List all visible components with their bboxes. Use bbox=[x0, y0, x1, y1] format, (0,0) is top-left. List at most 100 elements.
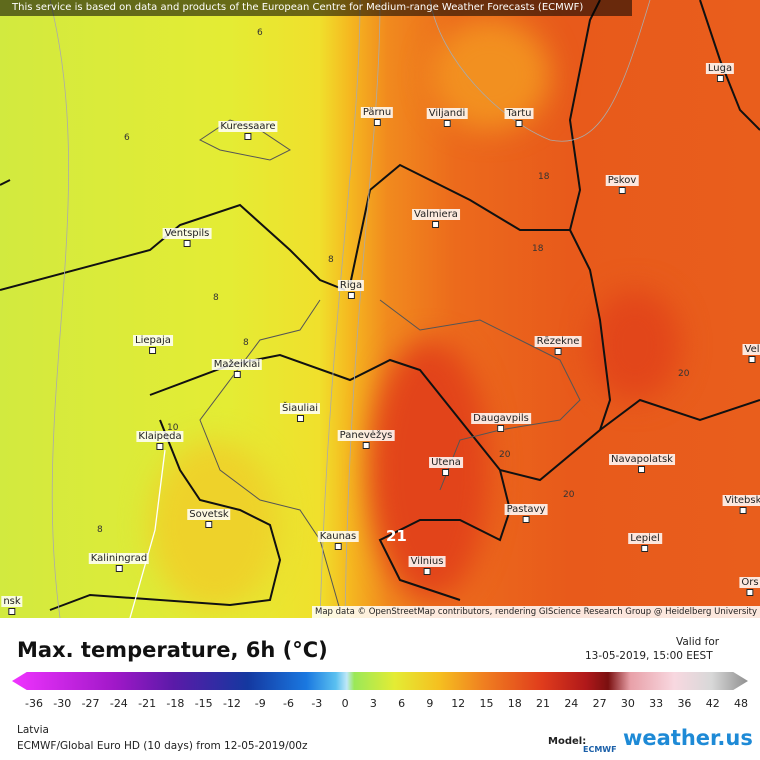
city-marker bbox=[432, 221, 440, 228]
city-marker bbox=[8, 608, 16, 615]
city-marker bbox=[149, 347, 157, 354]
scale-tick: -18 bbox=[166, 697, 185, 710]
city-label: Kaunas bbox=[317, 531, 359, 550]
warm-area bbox=[150, 440, 280, 610]
model-run: ECMWF/Global Euro HD (10 days) from 12-0… bbox=[17, 740, 308, 752]
scale-tick: 27 bbox=[592, 697, 607, 710]
city-marker bbox=[522, 516, 530, 523]
city-name: Kaliningrad bbox=[88, 553, 150, 564]
scale-tick: 18 bbox=[507, 697, 522, 710]
city-marker bbox=[515, 120, 523, 127]
map: Kuressaare Pärnu Viljandi Tartu Luga Pskov Val… bbox=[0, 0, 760, 618]
city-name: Panevėžys bbox=[337, 430, 395, 441]
city-marker bbox=[334, 543, 342, 550]
city-marker bbox=[618, 187, 626, 194]
contour-label: 18 bbox=[538, 172, 550, 182]
city-name: Klaipeda bbox=[136, 431, 184, 442]
scale-tick: -15 bbox=[194, 697, 213, 710]
city-label: Vitebsk bbox=[722, 495, 760, 514]
city-name: Kuressaare bbox=[218, 121, 278, 132]
city-name: Pskov bbox=[605, 175, 639, 186]
contour-label: 20 bbox=[563, 490, 575, 500]
city-marker bbox=[497, 425, 505, 432]
contour-label: 20 bbox=[499, 450, 511, 460]
city-label: Pastavy bbox=[504, 504, 548, 523]
city-label: Šiauliai bbox=[279, 403, 321, 422]
contour-label: 6 bbox=[124, 133, 130, 143]
scale-tick: -24 bbox=[109, 697, 128, 710]
city-marker bbox=[156, 443, 164, 450]
scale-tick: 0 bbox=[341, 697, 349, 710]
title: Max. temperature, 6h (°C) bbox=[17, 638, 328, 662]
city-label: nsk bbox=[1, 596, 23, 615]
city-marker bbox=[748, 356, 756, 363]
banner: This service is based on data and produc… bbox=[0, 0, 632, 16]
scale-tick: -9 bbox=[254, 697, 266, 710]
city-label: Panevėžys bbox=[337, 430, 395, 449]
city-marker bbox=[423, 568, 431, 575]
contour-label: 20 bbox=[678, 369, 690, 379]
city-marker bbox=[115, 565, 123, 572]
color-scale bbox=[12, 672, 748, 690]
city-marker bbox=[716, 75, 724, 82]
city-label: Ventspils bbox=[162, 228, 212, 247]
region: Latvia bbox=[17, 724, 49, 736]
city-label: Rēzekne bbox=[534, 336, 582, 355]
city-label: Pskov bbox=[605, 175, 639, 194]
city-name: Daugavpils bbox=[471, 413, 531, 424]
valid-time: 13-05-2019, 15:00 EEST bbox=[585, 650, 713, 662]
city-marker bbox=[183, 240, 191, 247]
contour-label: 10 bbox=[167, 423, 179, 433]
city-name: Šiauliai bbox=[279, 403, 321, 414]
city-marker bbox=[443, 120, 451, 127]
city-marker bbox=[373, 119, 381, 126]
city-label: Utena bbox=[429, 457, 463, 476]
attribution: Map data © OpenStreetMap contributors, r… bbox=[312, 606, 760, 618]
scale-tick: 33 bbox=[649, 697, 664, 710]
scale-tick: 6 bbox=[398, 697, 406, 710]
borders bbox=[0, 0, 760, 618]
scale-tick: 12 bbox=[451, 697, 466, 710]
city-name: Liepaja bbox=[133, 335, 173, 346]
city-name: Riga bbox=[337, 280, 365, 291]
contour-label: 18 bbox=[532, 244, 544, 254]
scale-tick: 24 bbox=[564, 697, 579, 710]
city-name: Viljandi bbox=[426, 108, 468, 119]
city-name: Pärnu bbox=[360, 107, 394, 118]
city-label: Daugavpils bbox=[471, 413, 531, 432]
city-marker bbox=[233, 371, 241, 378]
city-name: Tartu bbox=[504, 108, 534, 119]
scale-tick: 42 bbox=[705, 697, 720, 710]
city-label: Klaipeda bbox=[136, 431, 184, 450]
contour-label: 8 bbox=[243, 338, 249, 348]
city-label: Vel bbox=[742, 344, 760, 363]
city-label: Riga bbox=[337, 280, 365, 299]
city-label: Viljandi bbox=[426, 108, 468, 127]
city-label: Kaliningrad bbox=[88, 553, 150, 572]
scale-tick: -30 bbox=[53, 697, 72, 710]
city-marker bbox=[739, 507, 747, 514]
city-name: Vitebsk bbox=[722, 495, 760, 506]
scale-tick: 36 bbox=[677, 697, 692, 710]
city-marker bbox=[347, 292, 355, 299]
city-name: Navapolatsk bbox=[609, 454, 675, 465]
model-name: ECMWF bbox=[583, 745, 617, 754]
city-name: Mažeikiai bbox=[211, 359, 263, 370]
city-label: Liepaja bbox=[133, 335, 173, 354]
scale-tick: -36 bbox=[25, 697, 43, 710]
scale-tick: 3 bbox=[369, 697, 377, 710]
city-label: Lepiel bbox=[628, 533, 662, 552]
city-name: nsk bbox=[1, 596, 23, 607]
city-label: Pärnu bbox=[360, 107, 394, 126]
city-name: Rēzekne bbox=[534, 336, 582, 347]
scale-tick: 21 bbox=[536, 697, 551, 710]
scale-tick: 15 bbox=[479, 697, 494, 710]
city-name: Pastavy bbox=[504, 504, 548, 515]
city-marker bbox=[554, 348, 562, 355]
city-marker bbox=[442, 469, 450, 476]
brand: weather.us bbox=[623, 726, 753, 750]
scale-tick: 48 bbox=[734, 697, 748, 710]
city-label: Ors bbox=[739, 577, 760, 596]
city-marker bbox=[205, 521, 213, 528]
